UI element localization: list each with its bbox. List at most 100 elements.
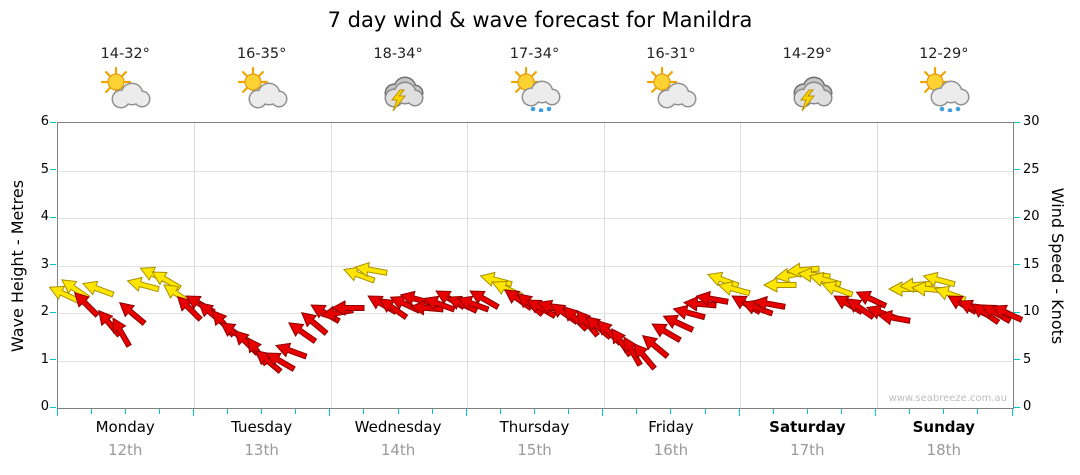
temperature-label: 14-29° xyxy=(782,46,833,62)
day-separator xyxy=(603,123,605,408)
weather-icon xyxy=(371,66,425,112)
wind-arrow xyxy=(284,316,321,349)
left-tick-label: 5 xyxy=(40,161,49,177)
right-tick-label: 25 xyxy=(1023,161,1040,177)
wind-arrow xyxy=(341,262,378,289)
right-tick-mark xyxy=(1014,121,1020,123)
bottom-tick-mark xyxy=(636,409,638,414)
bottom-tick-mark xyxy=(772,409,774,414)
wind-arrow xyxy=(617,332,648,369)
temperature-label: 17-34° xyxy=(509,46,560,62)
wind-arrow xyxy=(875,307,911,329)
right-tick-label: 20 xyxy=(1023,209,1040,224)
day-name-label: Sunday xyxy=(912,418,975,436)
wind-arrow xyxy=(921,268,958,292)
day-separator xyxy=(194,123,196,408)
right-tick-label: 5 xyxy=(1023,351,1032,367)
bottom-tick-mark xyxy=(56,409,58,416)
wind-arrow xyxy=(125,272,162,296)
bottom-tick-mark xyxy=(363,409,365,414)
left-tick-label: 3 xyxy=(40,256,49,272)
weather-icon xyxy=(917,66,971,113)
wind-arrow xyxy=(171,291,206,326)
temperature-label: 14-32° xyxy=(100,46,150,62)
day-separator xyxy=(876,123,878,408)
gridline xyxy=(58,313,1013,314)
wind-arrow xyxy=(750,293,786,315)
wind-arrow xyxy=(375,292,412,325)
wind-arrow xyxy=(466,283,503,314)
wind-arrow xyxy=(79,276,116,303)
wind-arrow xyxy=(670,301,707,325)
wind-arrow xyxy=(694,288,730,310)
bottom-tick-mark xyxy=(909,409,911,414)
left-tick-mark xyxy=(50,169,56,170)
left-tick-label: 0 xyxy=(40,399,49,414)
wind-arrow xyxy=(147,264,184,295)
wind-arrow xyxy=(648,317,685,348)
wind-arrow xyxy=(420,290,457,317)
bottom-tick-mark xyxy=(534,409,535,414)
bottom-tick-mark xyxy=(943,409,945,414)
left-tick-label: 6 xyxy=(40,114,49,129)
bottom-tick-mark xyxy=(124,409,126,414)
left-tick-mark xyxy=(50,311,56,313)
right-axis-label: Wind Speed - Knots xyxy=(1048,187,1067,345)
day-date-label: 18th xyxy=(926,441,962,459)
left-tick-label: 2 xyxy=(40,304,49,319)
right-tick-label: 0 xyxy=(1023,399,1032,414)
gridline xyxy=(58,265,1013,267)
right-tick-mark xyxy=(1014,359,1020,360)
day-date-label: 14th xyxy=(380,441,416,459)
day-name-label: Saturday xyxy=(769,418,846,436)
bottom-tick-mark xyxy=(158,409,160,414)
weather-icon xyxy=(235,66,289,112)
day-date-label: 15th xyxy=(517,441,552,459)
wind-arrow xyxy=(261,345,298,376)
left-tick-mark xyxy=(50,264,56,265)
wind-arrow xyxy=(114,296,150,330)
temperature-label: 12-29° xyxy=(919,46,969,62)
chart-title: 7 day wind & wave forecast for Manildra xyxy=(327,8,753,32)
wind-arrow xyxy=(716,277,753,301)
wind-arrow xyxy=(637,329,673,363)
weather-icon xyxy=(98,66,152,112)
day-name-label: Thursday xyxy=(499,418,570,436)
wind-arrow xyxy=(105,313,136,350)
wind-arrow xyxy=(841,292,878,325)
bottom-tick-mark xyxy=(704,409,706,414)
gridline xyxy=(58,218,1013,219)
right-tick-label: 15 xyxy=(1023,256,1040,272)
day-separator xyxy=(467,123,469,408)
bottom-tick-mark xyxy=(499,409,501,414)
wind-arrow xyxy=(659,308,697,337)
bottom-tick-mark xyxy=(1011,409,1013,416)
right-tick-mark xyxy=(1014,406,1020,408)
bottom-tick-mark xyxy=(227,409,229,414)
gridline xyxy=(58,360,1013,362)
day-separator xyxy=(330,123,332,408)
day-name-label: Wednesday xyxy=(354,418,442,436)
wind-arrow xyxy=(738,295,775,322)
bottom-tick-mark xyxy=(295,409,297,414)
wind-arrow xyxy=(762,276,797,293)
watermark: www.seabreeze.com.au xyxy=(888,393,1007,404)
bottom-tick-mark xyxy=(568,409,570,414)
wind-arrow xyxy=(454,290,491,317)
day-date-label: 16th xyxy=(653,441,689,459)
temperature-label: 18-34° xyxy=(373,46,423,62)
bottom-tick-mark xyxy=(192,409,194,416)
left-tick-mark xyxy=(50,359,56,360)
bottom-tick-mark xyxy=(465,409,467,416)
wind-arrow xyxy=(272,338,309,365)
bottom-tick-mark xyxy=(602,409,604,416)
bottom-tick-mark xyxy=(90,409,92,414)
bottom-tick-mark xyxy=(977,409,979,414)
wind-arrow xyxy=(683,294,718,313)
day-date-label: 12th xyxy=(107,441,143,459)
weather-icon xyxy=(508,66,562,113)
day-name-label: Monday xyxy=(95,418,155,436)
wind-arrow xyxy=(330,300,365,317)
right-tick-mark xyxy=(1014,264,1020,265)
